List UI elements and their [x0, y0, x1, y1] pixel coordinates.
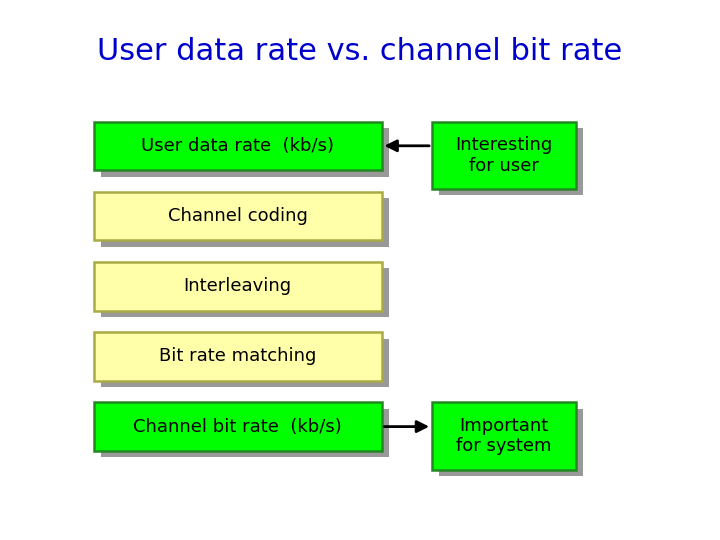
FancyBboxPatch shape — [432, 122, 576, 189]
Text: Bit rate matching: Bit rate matching — [159, 347, 316, 366]
Text: Channel coding: Channel coding — [168, 207, 307, 225]
Text: Interleaving: Interleaving — [184, 277, 292, 295]
FancyBboxPatch shape — [101, 198, 389, 247]
Text: Interesting
for user: Interesting for user — [455, 136, 553, 174]
FancyBboxPatch shape — [94, 332, 382, 381]
FancyBboxPatch shape — [439, 409, 583, 476]
FancyBboxPatch shape — [101, 268, 389, 317]
FancyBboxPatch shape — [101, 339, 389, 387]
FancyBboxPatch shape — [432, 402, 576, 470]
FancyBboxPatch shape — [101, 409, 389, 457]
FancyBboxPatch shape — [94, 262, 382, 310]
Text: Important
for system: Important for system — [456, 417, 552, 455]
FancyBboxPatch shape — [439, 128, 583, 195]
Text: User data rate  (kb/s): User data rate (kb/s) — [141, 137, 334, 155]
Text: User data rate vs. channel bit rate: User data rate vs. channel bit rate — [97, 37, 623, 66]
FancyBboxPatch shape — [94, 402, 382, 451]
FancyBboxPatch shape — [94, 192, 382, 240]
FancyBboxPatch shape — [94, 122, 382, 170]
Text: Channel bit rate  (kb/s): Channel bit rate (kb/s) — [133, 417, 342, 436]
FancyBboxPatch shape — [101, 128, 389, 177]
